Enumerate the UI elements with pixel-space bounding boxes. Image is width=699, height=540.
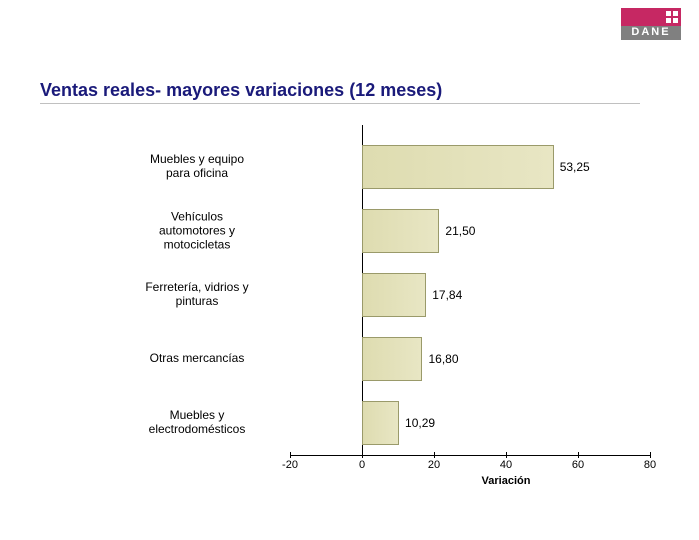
x-tick-label: -20 (282, 459, 298, 471)
x-tick-label: 20 (428, 459, 440, 471)
bar (362, 337, 422, 381)
category-label: Otras mercancías (112, 352, 282, 366)
plot-area: Muebles y equipopara oficina53,25Vehícul… (290, 125, 650, 465)
x-tick (362, 452, 363, 458)
value-label: 17,84 (432, 288, 462, 302)
value-label: 10,29 (405, 416, 435, 430)
x-tick (290, 452, 291, 458)
x-tick-label: 0 (359, 459, 365, 471)
category-label: Ferretería, vidrios ypinturas (112, 281, 282, 309)
bar (362, 145, 554, 189)
x-tick (578, 452, 579, 458)
bar (362, 273, 426, 317)
x-axis (290, 455, 650, 456)
bar-row: Muebles yelectrodomésticos10,29 (290, 391, 650, 455)
logo-text: DANE (621, 26, 681, 40)
x-tick-label: 60 (572, 459, 584, 471)
x-tick-label: 80 (644, 459, 656, 471)
value-label: 53,25 (560, 160, 590, 174)
value-label: 21,50 (445, 224, 475, 238)
dane-logo: DANE (621, 8, 681, 40)
category-label: Muebles yelectrodomésticos (112, 409, 282, 437)
bar (362, 209, 439, 253)
logo-top-bar (621, 8, 681, 26)
bar-row: Muebles y equipopara oficina53,25 (290, 135, 650, 199)
variacion-bar-chart: Muebles y equipopara oficina53,25Vehícul… (40, 125, 660, 505)
x-tick-label: 40 (500, 459, 512, 471)
category-label: Vehículosautomotores ymotocicletas (112, 210, 282, 251)
page-title: Ventas reales- mayores variaciones (12 m… (40, 80, 640, 104)
value-label: 16,80 (428, 352, 458, 366)
x-axis-title: Variación (482, 475, 531, 487)
bar (362, 401, 399, 445)
x-tick (650, 452, 651, 458)
bar-row: Ferretería, vidrios ypinturas17,84 (290, 263, 650, 327)
bar-row: Otras mercancías16,80 (290, 327, 650, 391)
bar-row: Vehículosautomotores ymotocicletas21,50 (290, 199, 650, 263)
category-label: Muebles y equipopara oficina (112, 153, 282, 181)
x-tick (434, 452, 435, 458)
x-tick (506, 452, 507, 458)
